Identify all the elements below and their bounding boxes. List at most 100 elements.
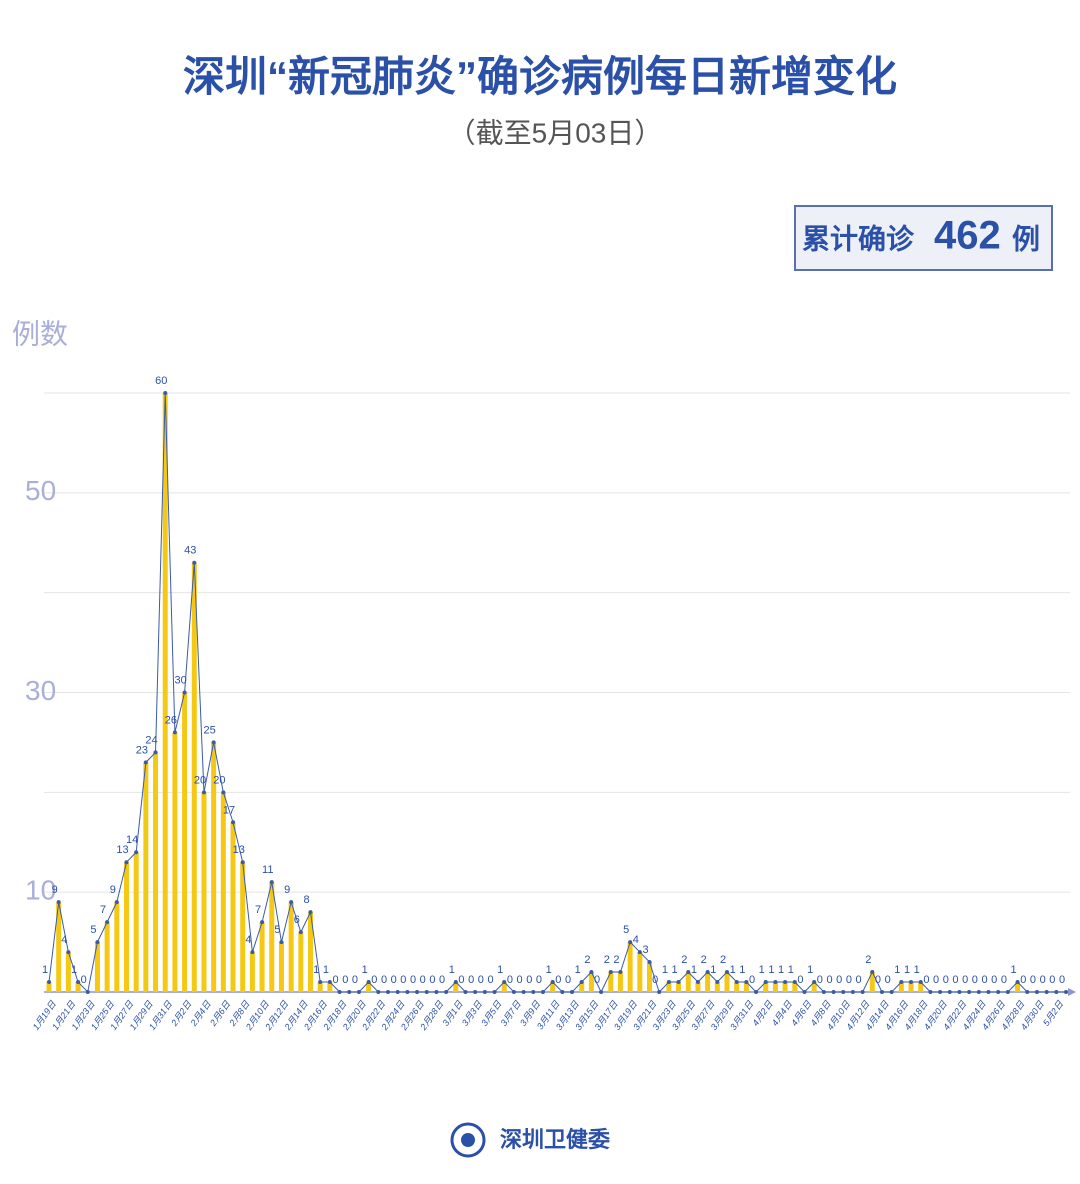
bar (288, 902, 294, 992)
value-label: 1 (914, 964, 920, 976)
bar (772, 982, 778, 992)
value-label: 0 (797, 974, 803, 986)
value-label: 1 (546, 964, 552, 976)
bar (685, 972, 691, 992)
point (1054, 990, 1059, 994)
value-label: 8 (303, 894, 309, 906)
point (531, 990, 536, 994)
y-tick-label: 10 (25, 875, 56, 906)
bar (869, 972, 875, 992)
value-label: 5 (90, 924, 96, 936)
value-label: 0 (391, 974, 397, 986)
bar (211, 742, 217, 992)
value-label: 0 (962, 974, 968, 986)
point (298, 930, 303, 935)
point (1034, 990, 1039, 994)
value-label: 14 (126, 834, 138, 846)
point (76, 980, 81, 985)
value-label: 2 (613, 954, 619, 966)
bar (695, 982, 701, 992)
value-label: 1 (807, 964, 813, 976)
point (395, 990, 400, 994)
point (792, 980, 797, 985)
point (976, 990, 981, 994)
point (201, 790, 206, 795)
value-label: 23 (136, 744, 148, 756)
value-label: 0 (352, 974, 358, 986)
point (1005, 990, 1010, 994)
point (821, 990, 826, 994)
bar (908, 982, 914, 992)
value-label: 9 (52, 884, 58, 896)
value-label: 0 (817, 974, 823, 986)
point (192, 560, 197, 565)
value-label: 20 (194, 774, 206, 786)
point (666, 980, 671, 985)
bar (811, 982, 817, 992)
value-label: 1 (497, 964, 503, 976)
bar (792, 982, 798, 992)
value-label: 0 (458, 974, 464, 986)
point (831, 990, 836, 994)
value-label: 0 (342, 974, 348, 986)
point (182, 690, 187, 695)
point (686, 970, 691, 975)
value-label: 2 (584, 954, 590, 966)
point (231, 820, 236, 825)
x-axis-arrow (1068, 988, 1076, 996)
value-label: 0 (943, 974, 949, 986)
value-label: 9 (284, 884, 290, 896)
point (763, 980, 768, 985)
bar (162, 393, 168, 992)
value-label: 24 (145, 734, 157, 746)
bar (714, 982, 720, 992)
bar (46, 982, 52, 992)
value-label: 0 (846, 974, 852, 986)
value-label: 1 (672, 964, 678, 976)
bar (278, 942, 284, 992)
point (356, 990, 361, 994)
value-label: 0 (972, 974, 978, 986)
value-label: 0 (1030, 974, 1036, 986)
x-tick-label: 5月2日 (1041, 998, 1066, 1028)
point (986, 990, 991, 994)
point (347, 990, 352, 994)
value-label: 0 (371, 974, 377, 986)
bar (298, 932, 304, 992)
bar (259, 922, 265, 992)
point (240, 860, 245, 865)
value-label: 1 (768, 964, 774, 976)
point (153, 750, 158, 755)
point (492, 990, 497, 994)
value-label: 26 (165, 714, 177, 726)
value-label: 0 (526, 974, 532, 986)
bar (75, 982, 81, 992)
value-label: 0 (952, 974, 958, 986)
point (405, 990, 410, 994)
point (996, 990, 1001, 994)
value-label: 0 (885, 974, 891, 986)
value-label: 17 (223, 804, 235, 816)
point (618, 970, 623, 975)
bar (153, 752, 159, 992)
value-label: 20 (213, 774, 225, 786)
point (589, 970, 594, 975)
point (879, 990, 884, 994)
bar (269, 882, 275, 992)
point (1044, 990, 1049, 994)
point (250, 950, 255, 955)
value-label: 4 (245, 934, 251, 946)
value-label: 1 (788, 964, 794, 976)
value-label: 0 (875, 974, 881, 986)
value-label: 5 (274, 924, 280, 936)
value-label: 1 (778, 964, 784, 976)
logo-center (461, 1133, 475, 1147)
value-label: 1 (662, 964, 668, 976)
point (918, 980, 923, 985)
point (647, 960, 652, 965)
value-label: 2 (865, 954, 871, 966)
bar (56, 902, 62, 992)
point (947, 990, 952, 994)
value-label: 1 (323, 964, 329, 976)
